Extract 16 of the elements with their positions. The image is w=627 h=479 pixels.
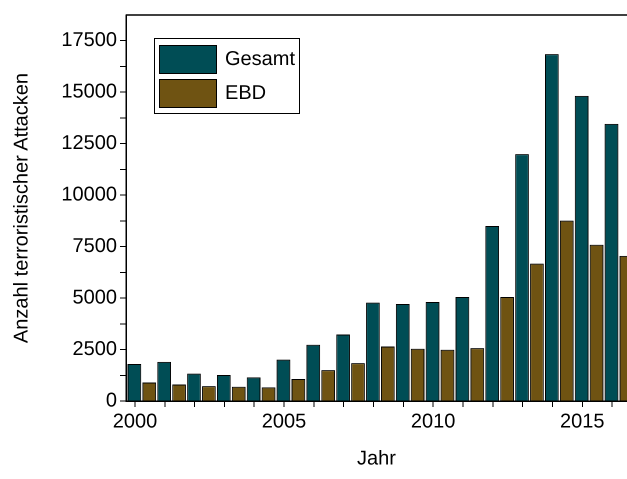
x-tick-label: 2015 (560, 410, 605, 433)
x-tick-label: 2010 (410, 410, 456, 433)
y-axis-title: Anzahl terroristischer Attacken (10, 72, 33, 344)
y-tick-label: 7500 (72, 235, 117, 258)
x-tick-label: 2000 (112, 410, 158, 433)
x-tick-label: 2005 (262, 410, 306, 433)
y-tick-label: 0 (106, 390, 117, 412)
legend-label: EBD (225, 82, 266, 104)
y-tick-label: 5000 (72, 286, 117, 309)
y-tick-label: 10000 (61, 184, 117, 206)
y-tick-label: 15000 (61, 80, 117, 103)
x-axis-title: Jahr (357, 448, 396, 470)
y-tick-label: 17500 (61, 29, 117, 52)
y-tick-label: 2500 (72, 338, 117, 360)
legend-label: Gesamt (225, 48, 296, 70)
y-tick-label: 12500 (61, 132, 117, 154)
